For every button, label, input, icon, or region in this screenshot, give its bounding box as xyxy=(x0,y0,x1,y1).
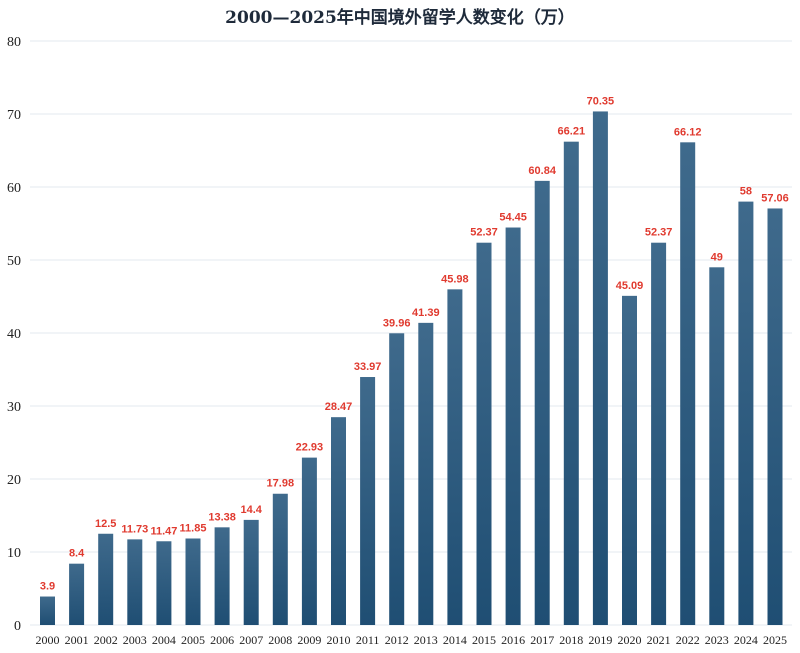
data-label: 33.97 xyxy=(354,361,382,373)
bar-2003 xyxy=(127,539,143,625)
y-tick-label: 80 xyxy=(7,35,21,50)
x-tick-label: 2007 xyxy=(239,633,263,647)
x-tick-label: 2019 xyxy=(588,633,612,647)
y-tick-label: 20 xyxy=(7,473,21,488)
x-tick-label: 2016 xyxy=(501,633,525,647)
x-tick-label: 2021 xyxy=(647,633,671,647)
bar-2013 xyxy=(418,322,434,625)
y-tick-label: 10 xyxy=(7,546,21,561)
bar-2007 xyxy=(243,519,259,625)
data-label: 11.73 xyxy=(121,523,148,535)
y-tick-label: 70 xyxy=(7,108,21,123)
x-tick-label: 2006 xyxy=(210,633,234,647)
data-label: 8.4 xyxy=(69,548,85,560)
data-label: 28.47 xyxy=(325,401,353,413)
bar-2022 xyxy=(680,142,696,625)
data-label: 49 xyxy=(711,251,723,263)
bar-2012 xyxy=(389,333,405,625)
data-label: 60.84 xyxy=(528,165,556,177)
bar-2016 xyxy=(505,227,521,625)
data-label: 14.4 xyxy=(240,504,262,516)
data-label: 58 xyxy=(740,186,752,198)
data-label: 11.85 xyxy=(180,522,207,534)
x-tick-label: 2002 xyxy=(94,633,118,647)
chart-title: 2000—2025年中国境外留学人数变化（万） xyxy=(225,7,575,28)
x-tick-label: 2011 xyxy=(356,633,380,647)
bar-2005 xyxy=(185,538,201,625)
bar-2014 xyxy=(447,289,463,625)
y-tick-label: 60 xyxy=(7,181,21,196)
x-tick-label: 2014 xyxy=(443,633,467,647)
data-label: 70.35 xyxy=(587,95,615,107)
data-label: 57.06 xyxy=(761,192,789,204)
data-label: 17.98 xyxy=(267,478,295,490)
bar-2001 xyxy=(69,563,85,625)
x-tick-label: 2000 xyxy=(36,633,60,647)
x-tick-label: 2005 xyxy=(181,633,205,647)
x-tick-label: 2025 xyxy=(763,633,787,647)
bar-2025 xyxy=(767,208,783,625)
bar-2008 xyxy=(272,493,288,625)
y-tick-label: 50 xyxy=(7,254,21,269)
bar-2004 xyxy=(156,541,172,625)
x-tick-label: 2003 xyxy=(123,633,147,647)
bar-2010 xyxy=(331,417,346,625)
x-tick-label: 2024 xyxy=(734,633,758,647)
bar-2021 xyxy=(651,242,667,625)
bar-2006 xyxy=(214,527,230,625)
bar-2019 xyxy=(592,111,608,625)
data-label: 39.96 xyxy=(383,317,411,329)
bar-2017 xyxy=(534,180,550,626)
x-tick-label: 2004 xyxy=(152,633,176,647)
bar-2015 xyxy=(476,242,492,625)
data-label: 41.39 xyxy=(412,307,440,319)
data-label: 45.09 xyxy=(616,280,644,292)
x-tick-label: 2008 xyxy=(268,633,292,647)
bar-2000 xyxy=(40,596,55,625)
x-tick-label: 2010 xyxy=(327,633,351,647)
x-tick-label: 2001 xyxy=(65,633,89,647)
x-tick-label: 2013 xyxy=(414,633,438,647)
x-tick-label: 2022 xyxy=(676,633,700,647)
data-label: 66.21 xyxy=(558,126,586,138)
data-label: 13.38 xyxy=(208,511,236,523)
data-label: 66.12 xyxy=(674,126,702,138)
data-label: 3.9 xyxy=(40,581,55,593)
x-tick-label: 2023 xyxy=(705,633,729,647)
data-label: 45.98 xyxy=(441,273,469,285)
data-label: 11.47 xyxy=(150,525,177,537)
y-tick-label: 30 xyxy=(7,400,21,415)
x-tick-label: 2017 xyxy=(530,633,554,647)
bar-2023 xyxy=(709,267,725,625)
bar-2020 xyxy=(622,295,637,625)
x-tick-label: 2020 xyxy=(618,633,642,647)
x-tick-label: 2012 xyxy=(385,633,409,647)
bar-2024 xyxy=(738,201,754,625)
data-label: 54.45 xyxy=(499,212,527,224)
data-label: 12.5 xyxy=(95,518,116,530)
data-label: 52.37 xyxy=(645,227,673,239)
bar-2009 xyxy=(301,457,317,625)
bar-2002 xyxy=(98,533,114,625)
x-tick-label: 2015 xyxy=(472,633,496,647)
y-tick-label: 40 xyxy=(7,327,21,342)
bar-2011 xyxy=(360,377,376,625)
x-tick-label: 2018 xyxy=(559,633,583,647)
bar-2018 xyxy=(563,141,579,626)
y-tick-label: 0 xyxy=(14,619,21,634)
data-label: 22.93 xyxy=(296,442,324,454)
data-label: 52.37 xyxy=(470,227,498,239)
x-tick-label: 2009 xyxy=(297,633,321,647)
